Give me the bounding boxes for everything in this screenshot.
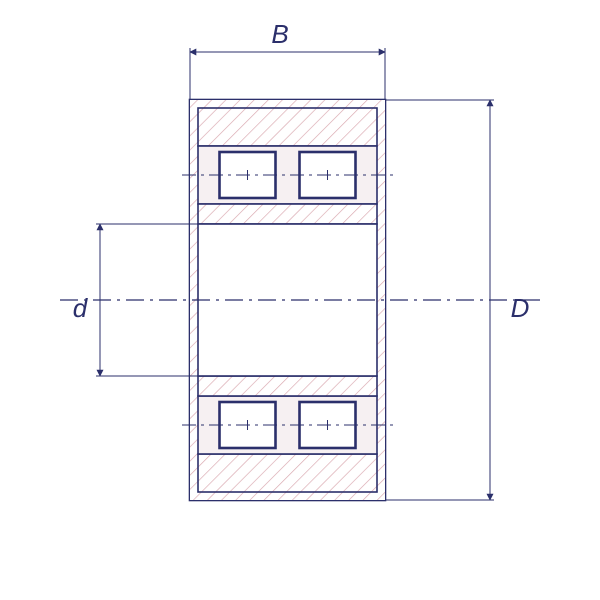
inner-ring-bottom <box>198 376 377 396</box>
inner-ring-top <box>198 204 377 224</box>
label-outer-D: D <box>511 293 530 323</box>
outer-ring-top <box>198 108 377 146</box>
outer-ring-bottom <box>198 454 377 492</box>
label-width-B: B <box>271 19 288 49</box>
label-bore-d: d <box>73 293 89 323</box>
